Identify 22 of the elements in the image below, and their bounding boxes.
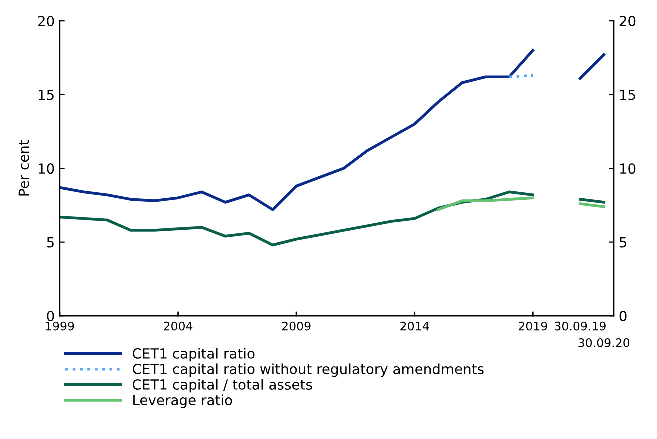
x-tick-label: 30.09.20	[578, 338, 630, 348]
y-tick-label: 0	[47, 311, 54, 322]
y2-tick-label: 20	[620, 16, 636, 27]
x-tick-label: 30.09.19	[555, 322, 606, 331]
x-tick-label: 2019	[518, 322, 548, 331]
x-tick-label: 2014	[400, 322, 430, 331]
y2-tick-label: 10	[620, 164, 636, 174]
y2-tick-label: 15	[620, 90, 636, 100]
y2-tick-label: 0	[620, 311, 627, 322]
y2-tick-label: 5	[620, 237, 627, 248]
legend-label: Leverage ratio	[134, 394, 232, 408]
x-tick-label: 1999	[46, 322, 74, 331]
legend-label: CET1 capital ratio without regulatory amendments	[132, 364, 484, 378]
y-tick-label: 10	[38, 164, 54, 174]
y-tick-label: 5	[47, 237, 54, 248]
y-axis-title: Per cent	[18, 140, 30, 196]
y-tick-label: 20	[38, 16, 54, 27]
x-tick-label: 2009	[282, 322, 311, 331]
legend-label: CET1 capital / total assets	[132, 379, 312, 393]
y-tick-label: 15	[38, 90, 54, 100]
legend-label: CET1 capital ratio	[132, 348, 255, 362]
x-tick-label: 2004	[164, 322, 193, 331]
